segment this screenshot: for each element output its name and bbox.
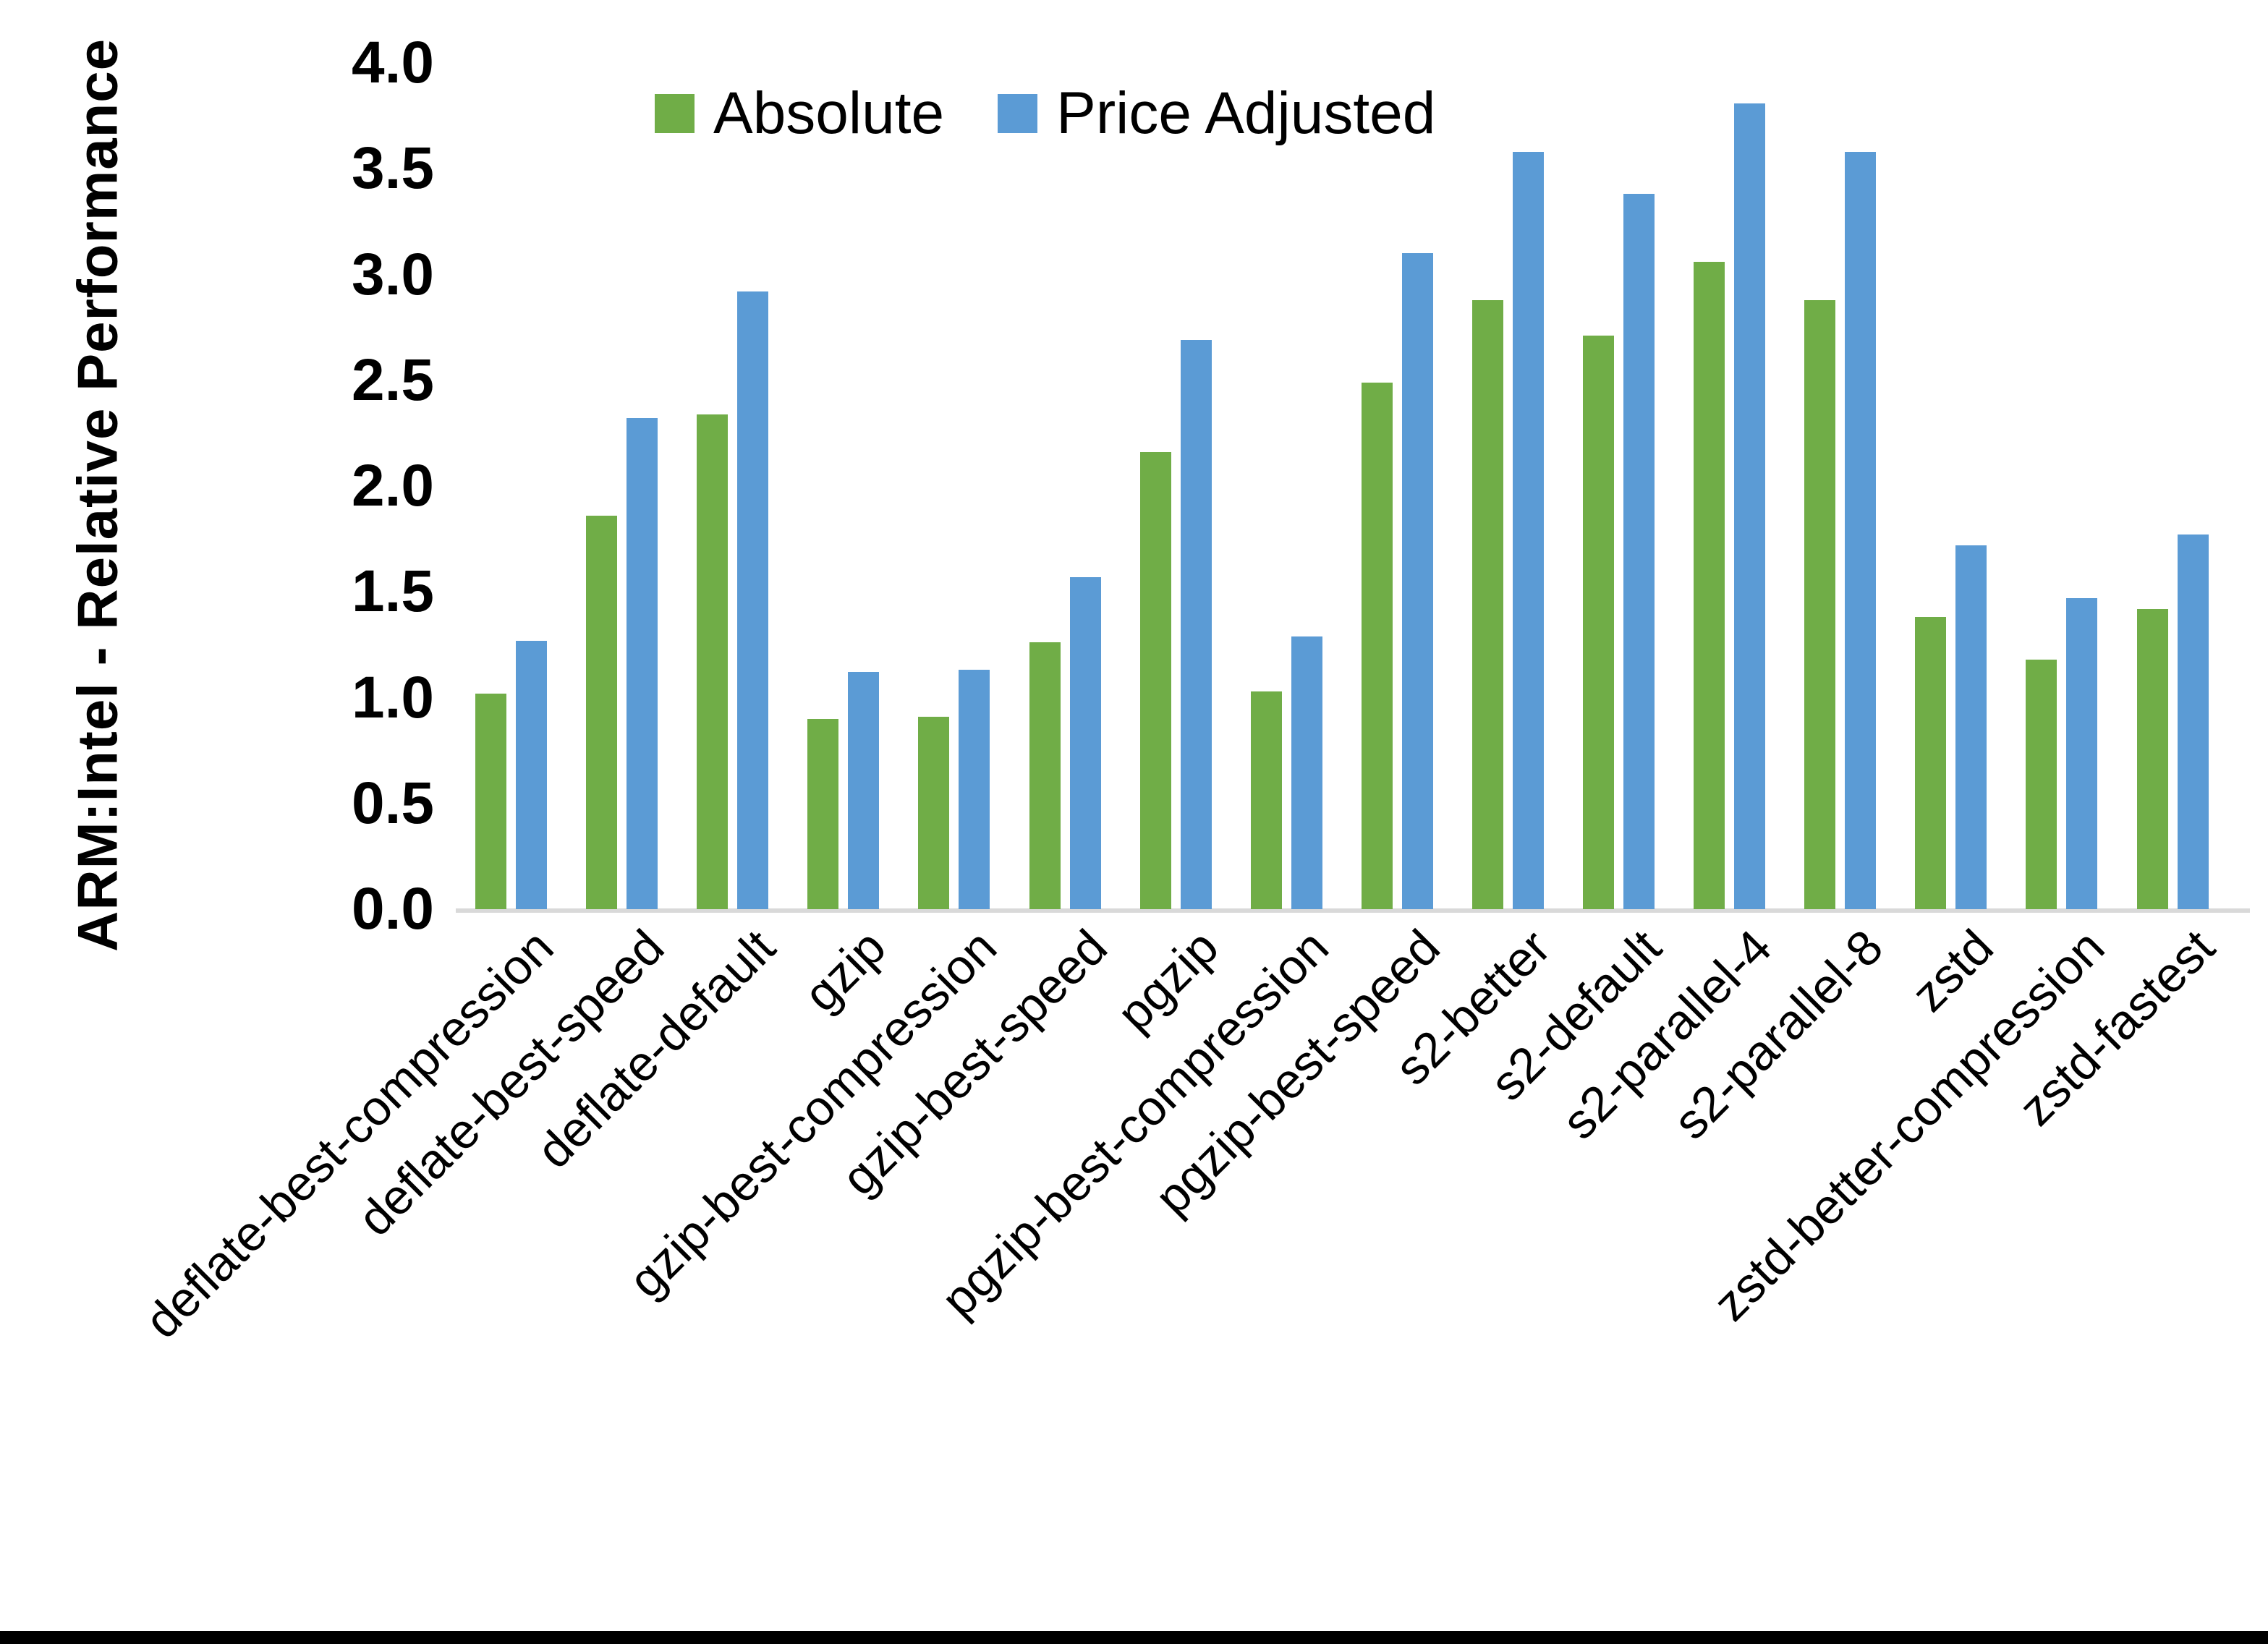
bar-absolute-s2-parallel-4	[1694, 261, 1725, 909]
y-tick-label-2.5: 2.5	[352, 346, 434, 413]
bar-group-gzip-best-speed	[1029, 63, 1101, 909]
bar-absolute-gzip-best-compression	[918, 716, 950, 909]
bar-group-s2-better	[1471, 63, 1544, 909]
bar-price-adjusted-s2-parallel-4	[1734, 103, 1766, 909]
legend-label-price-adjusted: Price Adjusted	[1056, 80, 1436, 146]
legend-swatch-price-adjusted-icon	[998, 94, 1038, 133]
bar-group-pgzip	[1139, 63, 1212, 909]
bar-group-s2-default	[1583, 63, 1655, 909]
bar-price-adjusted-gzip	[848, 672, 880, 909]
bar-group-pgzip-best-speed	[1361, 63, 1433, 909]
bar-group-gzip	[807, 63, 880, 909]
bar-price-adjusted-deflate-best-speed	[627, 418, 658, 909]
y-axis-tick-labels: 0.0 0.5 1.0 1.5 2.0 2.5 3.0 3.5 4.0	[0, 0, 443, 1644]
legend-label-absolute: Absolute	[713, 80, 945, 146]
y-tick-label-3.5: 3.5	[352, 135, 434, 202]
bar-absolute-pgzip	[1139, 452, 1171, 909]
y-tick-label-1.5: 1.5	[352, 558, 434, 625]
legend-item-price-adjusted: Price Adjusted	[998, 80, 1435, 148]
bar-group-s2-parallel-8	[1804, 63, 1877, 909]
bottom-border-bar	[0, 1631, 2268, 1644]
bar-price-adjusted-zstd	[1955, 545, 1987, 909]
bar-group-deflate-default	[697, 63, 769, 909]
plot-area	[456, 63, 2250, 913]
y-tick-label-0.5: 0.5	[352, 770, 434, 836]
bar-group-pgzip-best-compression	[1250, 63, 1322, 909]
bar-price-adjusted-deflate-best-compression	[516, 640, 547, 909]
bar-absolute-gzip	[807, 718, 839, 909]
bar-absolute-s2-better	[1471, 299, 1503, 909]
bar-price-adjusted-s2-better	[1512, 151, 1544, 909]
bar-absolute-gzip-best-speed	[1029, 642, 1061, 909]
bar-absolute-pgzip-best-compression	[1250, 691, 1282, 909]
bar-price-adjusted-s2-parallel-8	[1845, 151, 1877, 909]
bar-group-deflate-best-compression	[475, 63, 547, 909]
bar-price-adjusted-zstd-fastest	[2177, 534, 2209, 909]
bar-price-adjusted-pgzip	[1180, 340, 1212, 909]
bar-price-adjusted-pgzip-best-compression	[1291, 636, 1322, 909]
bar-absolute-deflate-best-speed	[586, 515, 618, 909]
y-tick-label-1.0: 1.0	[352, 664, 434, 731]
bar-group-zstd-fastest	[2136, 63, 2209, 909]
bar-absolute-zstd-better-compression	[2026, 659, 2057, 909]
bar-price-adjusted-gzip-best-speed	[1069, 576, 1101, 909]
bar-price-adjusted-zstd-better-compression	[2066, 598, 2098, 909]
bar-group-zstd	[1915, 63, 1987, 909]
bar-absolute-s2-default	[1583, 336, 1614, 909]
y-tick-label-2.0: 2.0	[352, 453, 434, 519]
legend: Absolute Price Adjusted	[655, 80, 1435, 148]
bar-group-gzip-best-compression	[918, 63, 990, 909]
bar-group-s2-parallel-4	[1694, 63, 1766, 909]
legend-swatch-absolute-icon	[655, 94, 695, 133]
bar-absolute-deflate-best-compression	[475, 693, 506, 909]
bar-absolute-zstd	[1915, 617, 1947, 909]
x-label-deflate-best-compression: deflate-best-compression	[134, 919, 564, 1349]
bar-price-adjusted-s2-default	[1623, 194, 1655, 909]
bar-absolute-pgzip-best-speed	[1361, 382, 1393, 909]
bar-absolute-deflate-default	[697, 414, 729, 909]
bar-group-deflate-best-speed	[586, 63, 658, 909]
legend-item-absolute: Absolute	[655, 80, 944, 148]
y-tick-label-3.0: 3.0	[352, 241, 434, 307]
bar-price-adjusted-gzip-best-compression	[959, 670, 990, 909]
bar-group-zstd-better-compression	[2026, 63, 2098, 909]
bar-price-adjusted-deflate-default	[737, 291, 769, 909]
x-axis-line	[456, 908, 2250, 913]
y-tick-label-0.0: 0.0	[352, 876, 434, 942]
bar-absolute-s2-parallel-8	[1804, 299, 1836, 909]
bar-absolute-zstd-fastest	[2136, 608, 2168, 909]
y-tick-label-4.0: 4.0	[352, 30, 434, 95]
bar-price-adjusted-pgzip-best-speed	[1401, 253, 1433, 909]
